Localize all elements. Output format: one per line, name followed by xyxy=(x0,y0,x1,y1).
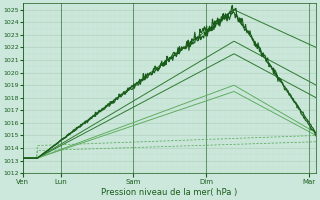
X-axis label: Pression niveau de la mer( hPa ): Pression niveau de la mer( hPa ) xyxy=(101,188,237,197)
